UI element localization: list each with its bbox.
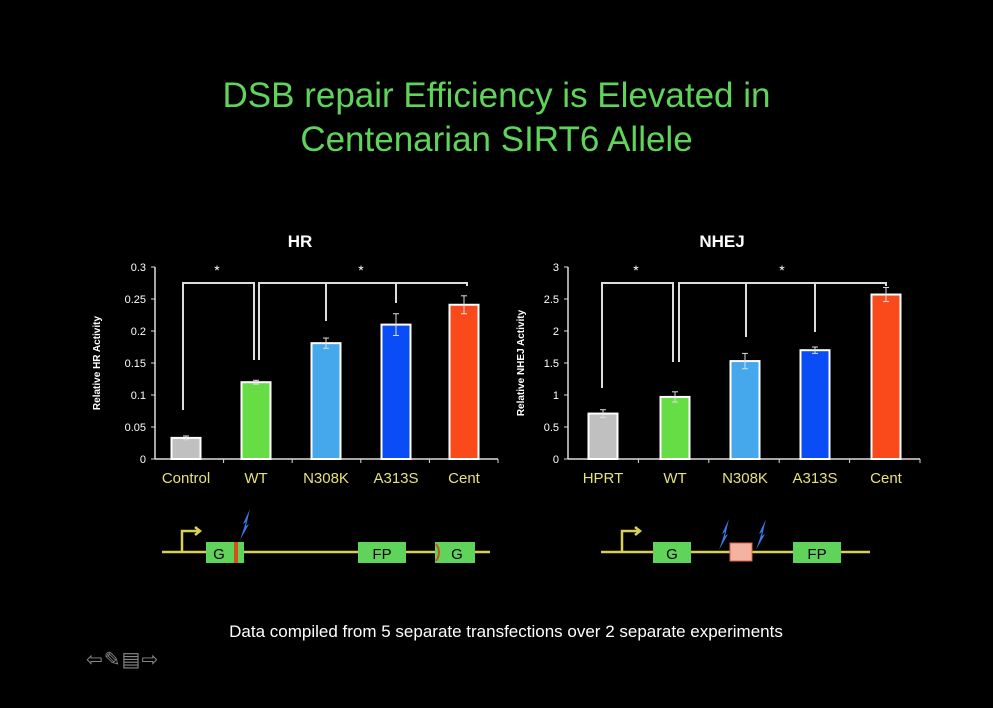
y-axis-label: Relative NHEJ Activity [516,309,527,416]
y-tick-label: 1 [553,390,559,402]
lightning-break-icon [240,509,250,540]
significance-bracket [182,282,255,410]
y-tick-label: 2 [553,326,559,338]
iscei-site-marker [234,542,238,563]
bar-n308k [310,342,342,460]
menu-icon[interactable]: ▤ [121,649,141,671]
x-tick-label: A313S [792,470,837,487]
gene-label-fp: FP [372,546,391,563]
significance-bracket [258,282,468,360]
next-arrow-icon[interactable]: ⇨ [141,649,159,671]
y-tick-label: 0.25 [125,294,146,306]
footnote: Data compiled from 5 separate transfecti… [229,622,783,641]
hr-chart: HR Relative HR Activity 0 0.05 0.1 0.15 0.2 0.2… [92,232,499,487]
gene-label-g2: G [451,546,463,563]
x-tick-label: A313S [373,470,418,487]
y-tick-label: 0.5 [544,422,559,434]
y-tick-label: 2.5 [544,294,559,306]
x-tick-label: HPRT [583,470,624,487]
bar-a313s [380,323,412,460]
title-line-1: DSB repair Efficiency is Elevated in [222,76,771,115]
gene-label-g: G [213,546,225,563]
pen-icon[interactable]: ✎ [103,649,121,671]
gene-label-fp: FP [807,546,826,563]
slide-title: DSB repair Efficiency is Elevated in Cen… [0,74,993,162]
significance-star: * [358,262,364,278]
bar-cent [448,303,480,461]
bar-a313s [799,349,831,461]
y-tick-label: 0.1 [131,390,146,402]
promoter-arrowhead-icon [194,526,203,536]
insert-cassette [729,542,753,562]
x-tick-label: Control [162,470,210,487]
significance-bracket [601,282,674,388]
gene-box-g [206,542,244,563]
title-line-2: Centenarian SIRT6 Allele [300,120,693,159]
slide-nav: ⇦ ✎ ▤ ⇨ [86,649,158,671]
x-tick-label: Cent [448,470,481,487]
bar-wt [659,395,691,461]
gene-box-g2 [435,542,475,563]
promoter-arrowhead-icon [634,526,643,536]
y-tick-label: 0 [553,454,559,466]
lightning-break-icon [719,519,729,550]
y-tick-label: 1.5 [544,358,559,370]
lightning-break-icon [756,519,766,550]
gene-label-g: G [666,546,678,563]
bar-wt [240,381,272,461]
promoter-arrow-icon [180,529,198,552]
y-tick-label: 0.15 [125,358,146,370]
promoter-arrow-icon [620,529,638,552]
y-tick-label: 0.2 [131,326,146,338]
y-tick-label: 3 [553,262,559,274]
gene-box-fp [793,542,841,563]
bar-hprt [587,412,619,460]
x-tick-label: N308K [722,470,768,487]
nhej-chart: NHEJ Relative NHEJ Activity 0 0.5 1 1.5 2 2.5 3 H… [516,232,921,487]
x-tick-label: Cent [870,470,903,487]
x-tick-label: N308K [303,470,349,487]
chart-title: HR [288,232,313,251]
hr-reporter-diagram: G FP G [162,509,490,563]
prev-arrow-icon[interactable]: ⇦ [86,649,103,671]
bar-control [170,436,202,461]
significance-star: * [214,262,220,278]
significance-star: * [633,262,639,278]
gene-box-fp [358,542,406,563]
y-tick-label: 0.05 [125,422,146,434]
y-axis-label: Relative HR Activity [92,316,103,411]
y-tick-label: 0.3 [131,262,146,274]
significance-star: * [779,262,785,278]
bar-cent [870,293,902,460]
gene-box-g [653,542,691,563]
x-tick-label: WT [244,470,267,487]
truncation-mark [435,543,440,562]
significance-bracket [678,282,887,362]
y-tick-label: 0 [140,454,146,466]
nhej-reporter-diagram: G FP [601,519,870,563]
chart-title: NHEJ [699,232,744,251]
x-tick-label: WT [663,470,686,487]
bar-n308k [729,360,761,460]
